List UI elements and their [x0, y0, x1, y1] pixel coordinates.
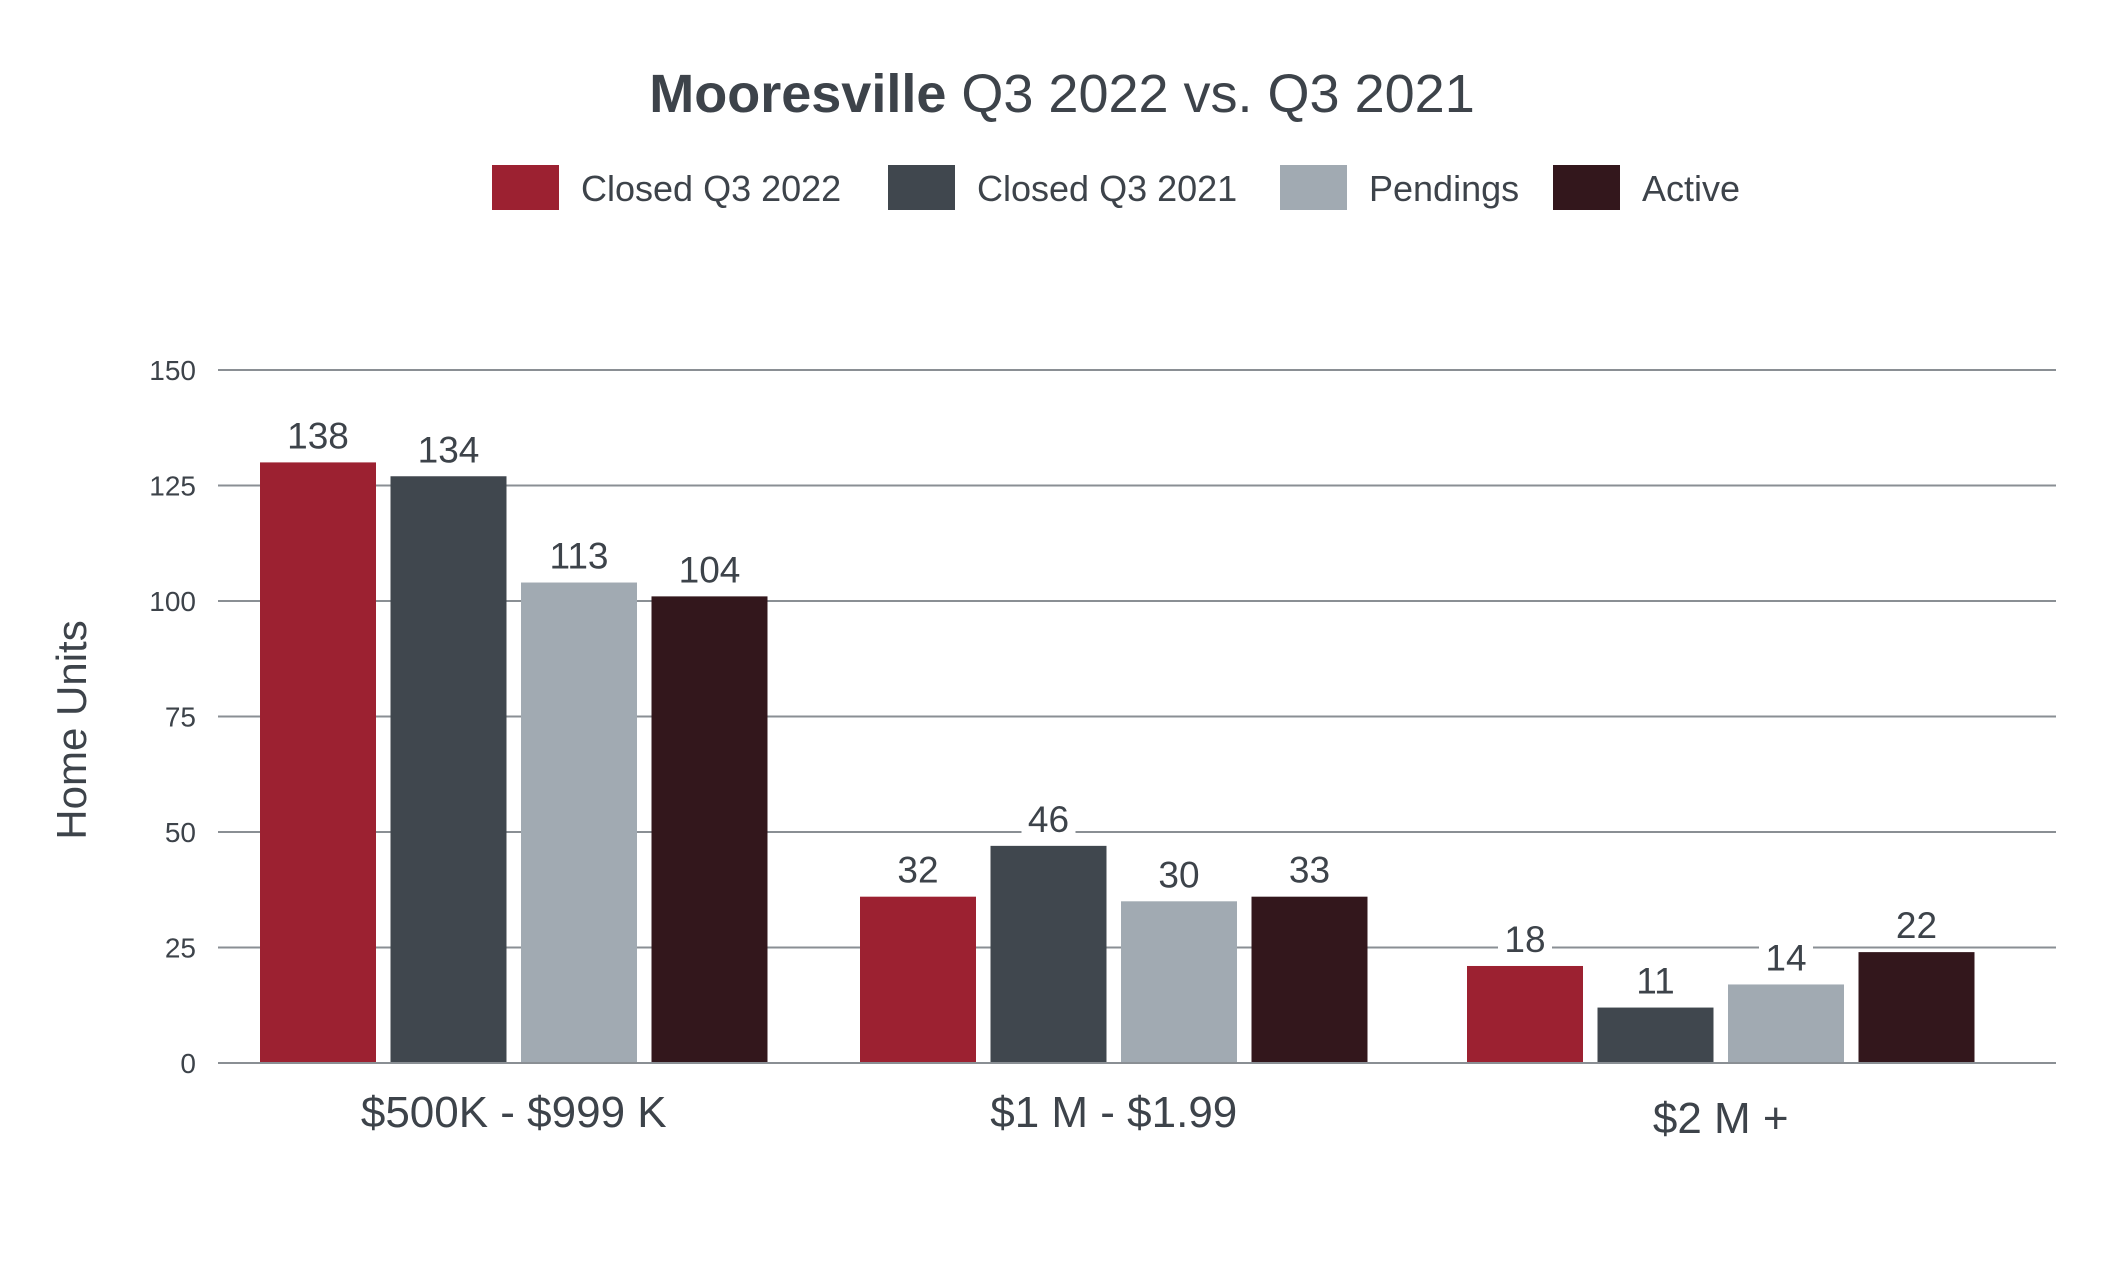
- bar: [651, 596, 768, 1063]
- chart-title-rest: Q3 2022 vs. Q3 2021: [946, 64, 1474, 124]
- chart-title-bold: Mooresville: [649, 64, 946, 124]
- bar: [1251, 896, 1368, 1063]
- bar: [1467, 965, 1583, 1063]
- data-label-background: [1152, 853, 1206, 894]
- x-axis-categories: $500K - $999 K $1 M - $1.99 $2 M +: [361, 1088, 1789, 1143]
- data-label: 11: [1636, 961, 1674, 1002]
- data-label-background: [672, 548, 747, 589]
- bar: [1728, 984, 1844, 1063]
- bar: [260, 462, 376, 1063]
- data-label-background: [541, 534, 617, 575]
- bar: [1858, 952, 1975, 1063]
- data-label: 30: [1158, 854, 1199, 895]
- data-label: 18: [1504, 919, 1545, 960]
- y-tick-label: 150: [149, 355, 196, 386]
- y-tick-label: 0: [180, 1048, 196, 1079]
- data-label: 14: [1765, 937, 1806, 978]
- data-labels: 138 134 113 104 32 46 30 33 18 11 14 22: [280, 414, 1944, 1002]
- y-tick-label: 50: [165, 817, 196, 848]
- data-label-background: [1759, 936, 1813, 977]
- legend-label: Active: [1642, 168, 1740, 209]
- data-label: 46: [1028, 799, 1069, 840]
- x-category-label: $500K - $999 K: [361, 1088, 667, 1137]
- data-label: 22: [1896, 905, 1937, 946]
- y-tick-label: 125: [149, 471, 196, 502]
- data-label: 134: [418, 429, 480, 470]
- bar: [390, 476, 507, 1063]
- y-axis-label: Home Units: [48, 620, 95, 839]
- data-label-background: [891, 848, 945, 889]
- bar: [990, 845, 1107, 1063]
- x-category-label: $2 M +: [1653, 1094, 1789, 1143]
- data-label: 104: [679, 549, 741, 590]
- data-label-background: [411, 428, 486, 469]
- y-tick-label: 100: [149, 586, 196, 617]
- data-label: 32: [897, 850, 938, 891]
- data-label-background: [1889, 904, 1944, 945]
- data-label: 33: [1289, 850, 1330, 891]
- data-label-background: [1498, 917, 1552, 958]
- y-axis-ticks: 0 25 50 75 100 125 150: [149, 355, 196, 1079]
- bars: [260, 462, 1975, 1063]
- legend-swatch: [1280, 165, 1347, 210]
- bar: [521, 582, 637, 1063]
- data-label: 113: [550, 536, 609, 577]
- data-label-background: [280, 414, 356, 455]
- legend-swatch: [1553, 165, 1620, 210]
- data-label: 138: [287, 415, 349, 456]
- data-label-background: [1628, 959, 1683, 1000]
- legend-swatch: [888, 165, 955, 210]
- data-label-background: [1282, 848, 1337, 889]
- legend-swatch: [492, 165, 559, 210]
- chart-title: Mooresville Q3 2022 vs. Q3 2021: [649, 64, 1474, 124]
- y-tick-label: 25: [165, 933, 196, 964]
- y-tick-label: 75: [165, 702, 196, 733]
- x-category-label: $1 M - $1.99: [990, 1088, 1237, 1137]
- legend-label: Closed Q3 2021: [977, 168, 1237, 209]
- legend: Closed Q3 2022 Closed Q3 2021 Pendings Acti…: [492, 165, 1740, 210]
- bar: [1121, 901, 1237, 1063]
- bar: [860, 896, 976, 1063]
- legend-label: Pendings: [1369, 168, 1519, 209]
- legend-label: Closed Q3 2022: [581, 168, 841, 209]
- data-label-background: [1021, 797, 1076, 838]
- bar: [1597, 1007, 1714, 1063]
